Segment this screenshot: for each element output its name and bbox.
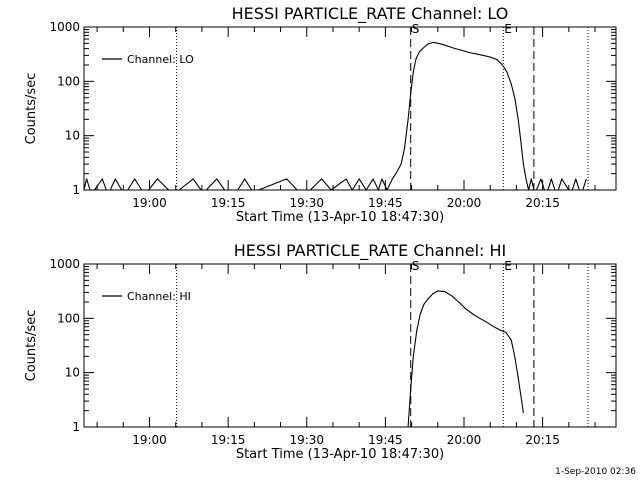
y-axis-label: Counts/sec [24,310,39,382]
series-line [407,290,524,428]
chart-title: HESSI PARTICLE_RATE Channel: HI [234,241,507,261]
chart-title: HESSI PARTICLE_RATE Channel: LO [232,4,509,24]
chart-panel-hi: HESSI PARTICLE_RATE Channel: HI Counts/se… [24,241,617,462]
x-tick-label: 19:00 [132,433,167,447]
y-tick-label: 100 [57,74,80,88]
annotation-label: E [504,259,512,273]
y-tick-label: 10 [65,366,80,380]
y-tick-label: 1 [72,183,80,197]
y-tick-label: 1 [72,420,80,434]
x-tick-label: 20:15 [525,196,560,210]
x-tick-label: 19:30 [289,196,324,210]
x-tick-label: 20:15 [525,433,560,447]
plot-frame [83,26,617,191]
x-tick-label: 20:00 [447,196,482,210]
x-tick-label: 19:45 [368,433,403,447]
y-tick-label: 1000 [49,20,80,34]
legend-label: Channel: LO [127,53,194,66]
y-tick-label: 100 [57,311,80,325]
x-axis-label: Start Time (13-Apr-10 18:47:30) [236,447,444,462]
annotation-label: S [412,259,420,273]
x-tick-label: 19:30 [289,433,324,447]
x-tick-label: 19:45 [368,196,403,210]
x-tick-label: 20:00 [447,433,482,447]
y-axis-label: Counts/sec [24,73,39,145]
y-tick-label: 10 [65,129,80,143]
y-tick-label: 1000 [49,257,80,271]
plot-frame [83,263,617,428]
timestamp-label: 1-Sep-2010 02:36 [555,467,636,477]
annotation-label: E [504,22,512,36]
x-tick-label: 19:15 [211,433,246,447]
series-line [83,41,587,191]
x-tick-label: 19:15 [211,196,246,210]
chart-panel-lo: HESSI PARTICLE_RATE Channel: LO Counts/se… [24,4,617,225]
legend-label: Channel: HI [127,290,191,303]
annotation-label: S [412,22,420,36]
x-axis-label: Start Time (13-Apr-10 18:47:30) [236,210,444,225]
x-tick-label: 19:00 [132,196,167,210]
